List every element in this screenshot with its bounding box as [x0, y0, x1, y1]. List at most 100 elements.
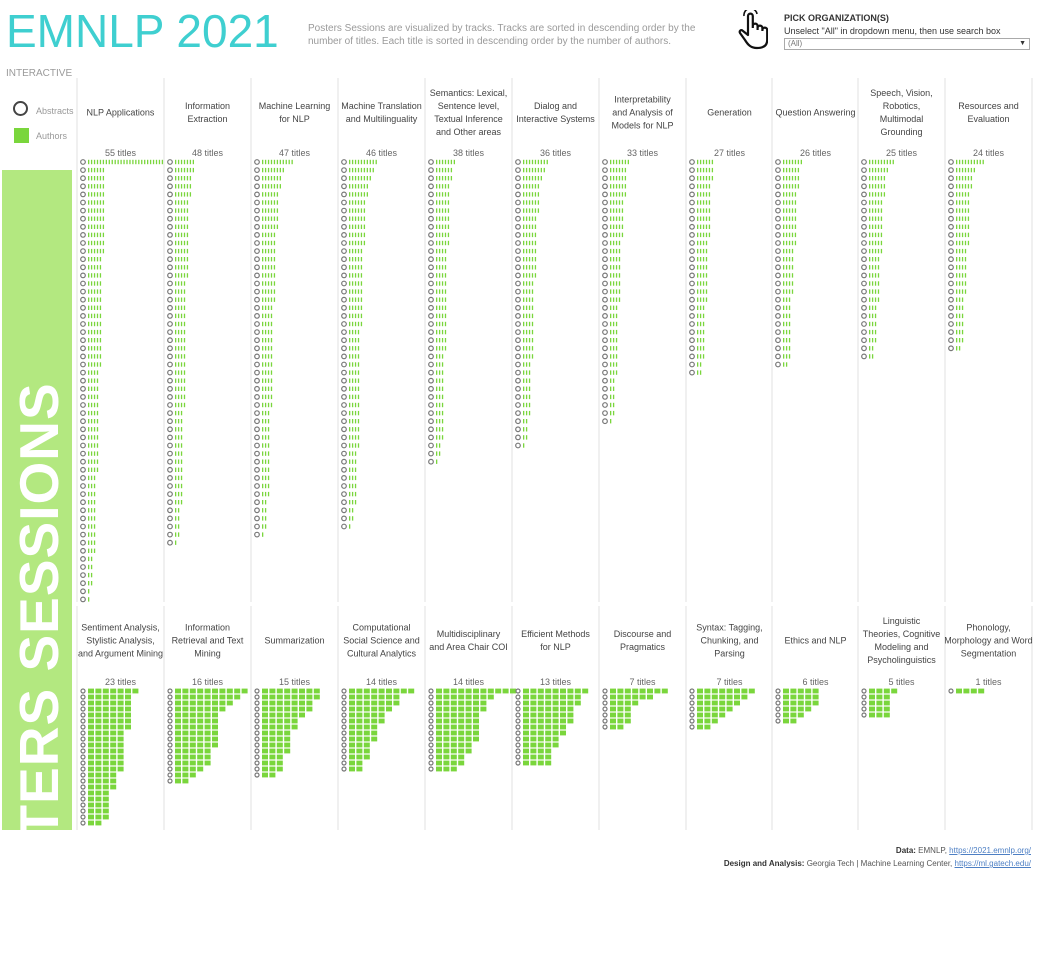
abstract-marker	[80, 288, 86, 295]
author-mark	[264, 232, 267, 238]
author-mark	[531, 248, 534, 254]
author-mark	[306, 688, 313, 694]
abstract-marker	[428, 183, 434, 190]
author-mark	[574, 694, 581, 700]
author-mark	[788, 338, 791, 343]
author-mark	[93, 224, 96, 229]
author-mark	[90, 419, 93, 424]
author-mark	[705, 248, 708, 254]
author-mark	[869, 706, 875, 712]
author-mark	[617, 712, 624, 718]
abstract-marker	[428, 191, 434, 198]
author-mark	[697, 248, 699, 254]
author-mark	[269, 772, 276, 778]
author-mark	[699, 281, 702, 286]
author-mark	[90, 378, 93, 383]
author-mark	[371, 712, 378, 718]
author-mark	[182, 694, 189, 700]
author-mark	[175, 329, 177, 335]
abstract-marker	[341, 264, 347, 271]
author-mark	[869, 289, 871, 294]
author-mark	[654, 688, 661, 694]
abstract-marker	[775, 345, 781, 352]
author-mark	[88, 700, 94, 706]
author-mark	[96, 329, 99, 335]
author-mark	[88, 736, 94, 742]
author-mark	[612, 386, 615, 391]
author-mark	[530, 688, 537, 694]
author-mark	[90, 370, 93, 375]
author-mark	[349, 435, 351, 440]
author-mark	[647, 688, 653, 694]
organization-dropdown[interactable]: (All) ▼	[784, 38, 1030, 50]
author-mark	[530, 700, 537, 706]
abstract-marker	[861, 223, 867, 230]
abstract-marker	[167, 491, 173, 498]
author-mark	[96, 467, 99, 472]
abstract-marker	[167, 280, 173, 287]
author-mark	[621, 224, 624, 229]
abstract-marker	[80, 784, 86, 790]
author-mark	[719, 694, 726, 700]
abstract-marker	[167, 321, 173, 327]
author-mark	[351, 224, 354, 229]
author-mark	[450, 706, 457, 712]
abstract-marker	[602, 329, 608, 336]
author-mark	[794, 240, 797, 246]
abstract-marker	[341, 402, 347, 408]
author-mark	[783, 159, 785, 165]
author-mark	[530, 694, 537, 700]
author-mark	[869, 159, 871, 165]
author-mark	[93, 273, 96, 278]
author-mark	[267, 402, 270, 408]
author-mark	[438, 265, 441, 270]
author-mark	[473, 730, 479, 736]
abstract-marker	[80, 564, 86, 570]
author-mark	[357, 321, 360, 327]
author-mark	[441, 232, 444, 238]
author-mark	[525, 378, 528, 383]
author-mark	[349, 248, 351, 254]
author-mark	[354, 265, 357, 270]
abstract-marker	[254, 248, 260, 255]
author-mark	[88, 540, 90, 545]
track-title-count: 7 titles	[716, 677, 743, 687]
author-mark	[102, 694, 109, 700]
author-mark	[441, 346, 444, 351]
author-mark	[267, 321, 270, 327]
author-mark	[262, 508, 264, 513]
author-mark	[270, 321, 273, 327]
author-mark	[567, 688, 574, 694]
track-title-count: 33 titles	[627, 148, 659, 158]
author-mark	[117, 694, 124, 700]
abstract-marker	[428, 248, 434, 255]
author-mark	[276, 159, 279, 165]
footer-design-link[interactable]: https://ml.gatech.edu/	[954, 859, 1032, 868]
abstract-marker	[254, 688, 260, 694]
footer-data-link[interactable]: https://2021.emnlp.org/	[949, 846, 1031, 855]
author-mark	[699, 216, 702, 221]
author-mark	[262, 730, 268, 736]
author-mark	[299, 706, 305, 712]
author-mark	[610, 192, 612, 197]
author-mark	[528, 394, 531, 400]
abstract-marker	[167, 772, 173, 778]
author-mark	[177, 200, 180, 205]
abstract-marker	[254, 766, 260, 772]
author-mark	[371, 730, 378, 736]
author-mark	[876, 706, 883, 712]
author-mark	[805, 706, 812, 712]
author-mark	[175, 778, 181, 784]
author-mark	[88, 730, 94, 736]
author-mark	[180, 419, 183, 424]
abstract-marker	[689, 369, 695, 376]
author-mark	[270, 362, 273, 367]
abstract-marker	[167, 515, 173, 522]
author-mark	[267, 435, 270, 440]
abstract-marker	[254, 369, 260, 376]
author-mark	[226, 688, 233, 694]
author-mark	[788, 248, 791, 254]
author-mark	[610, 184, 612, 189]
abstract-marker	[341, 231, 347, 238]
author-mark	[788, 240, 791, 246]
